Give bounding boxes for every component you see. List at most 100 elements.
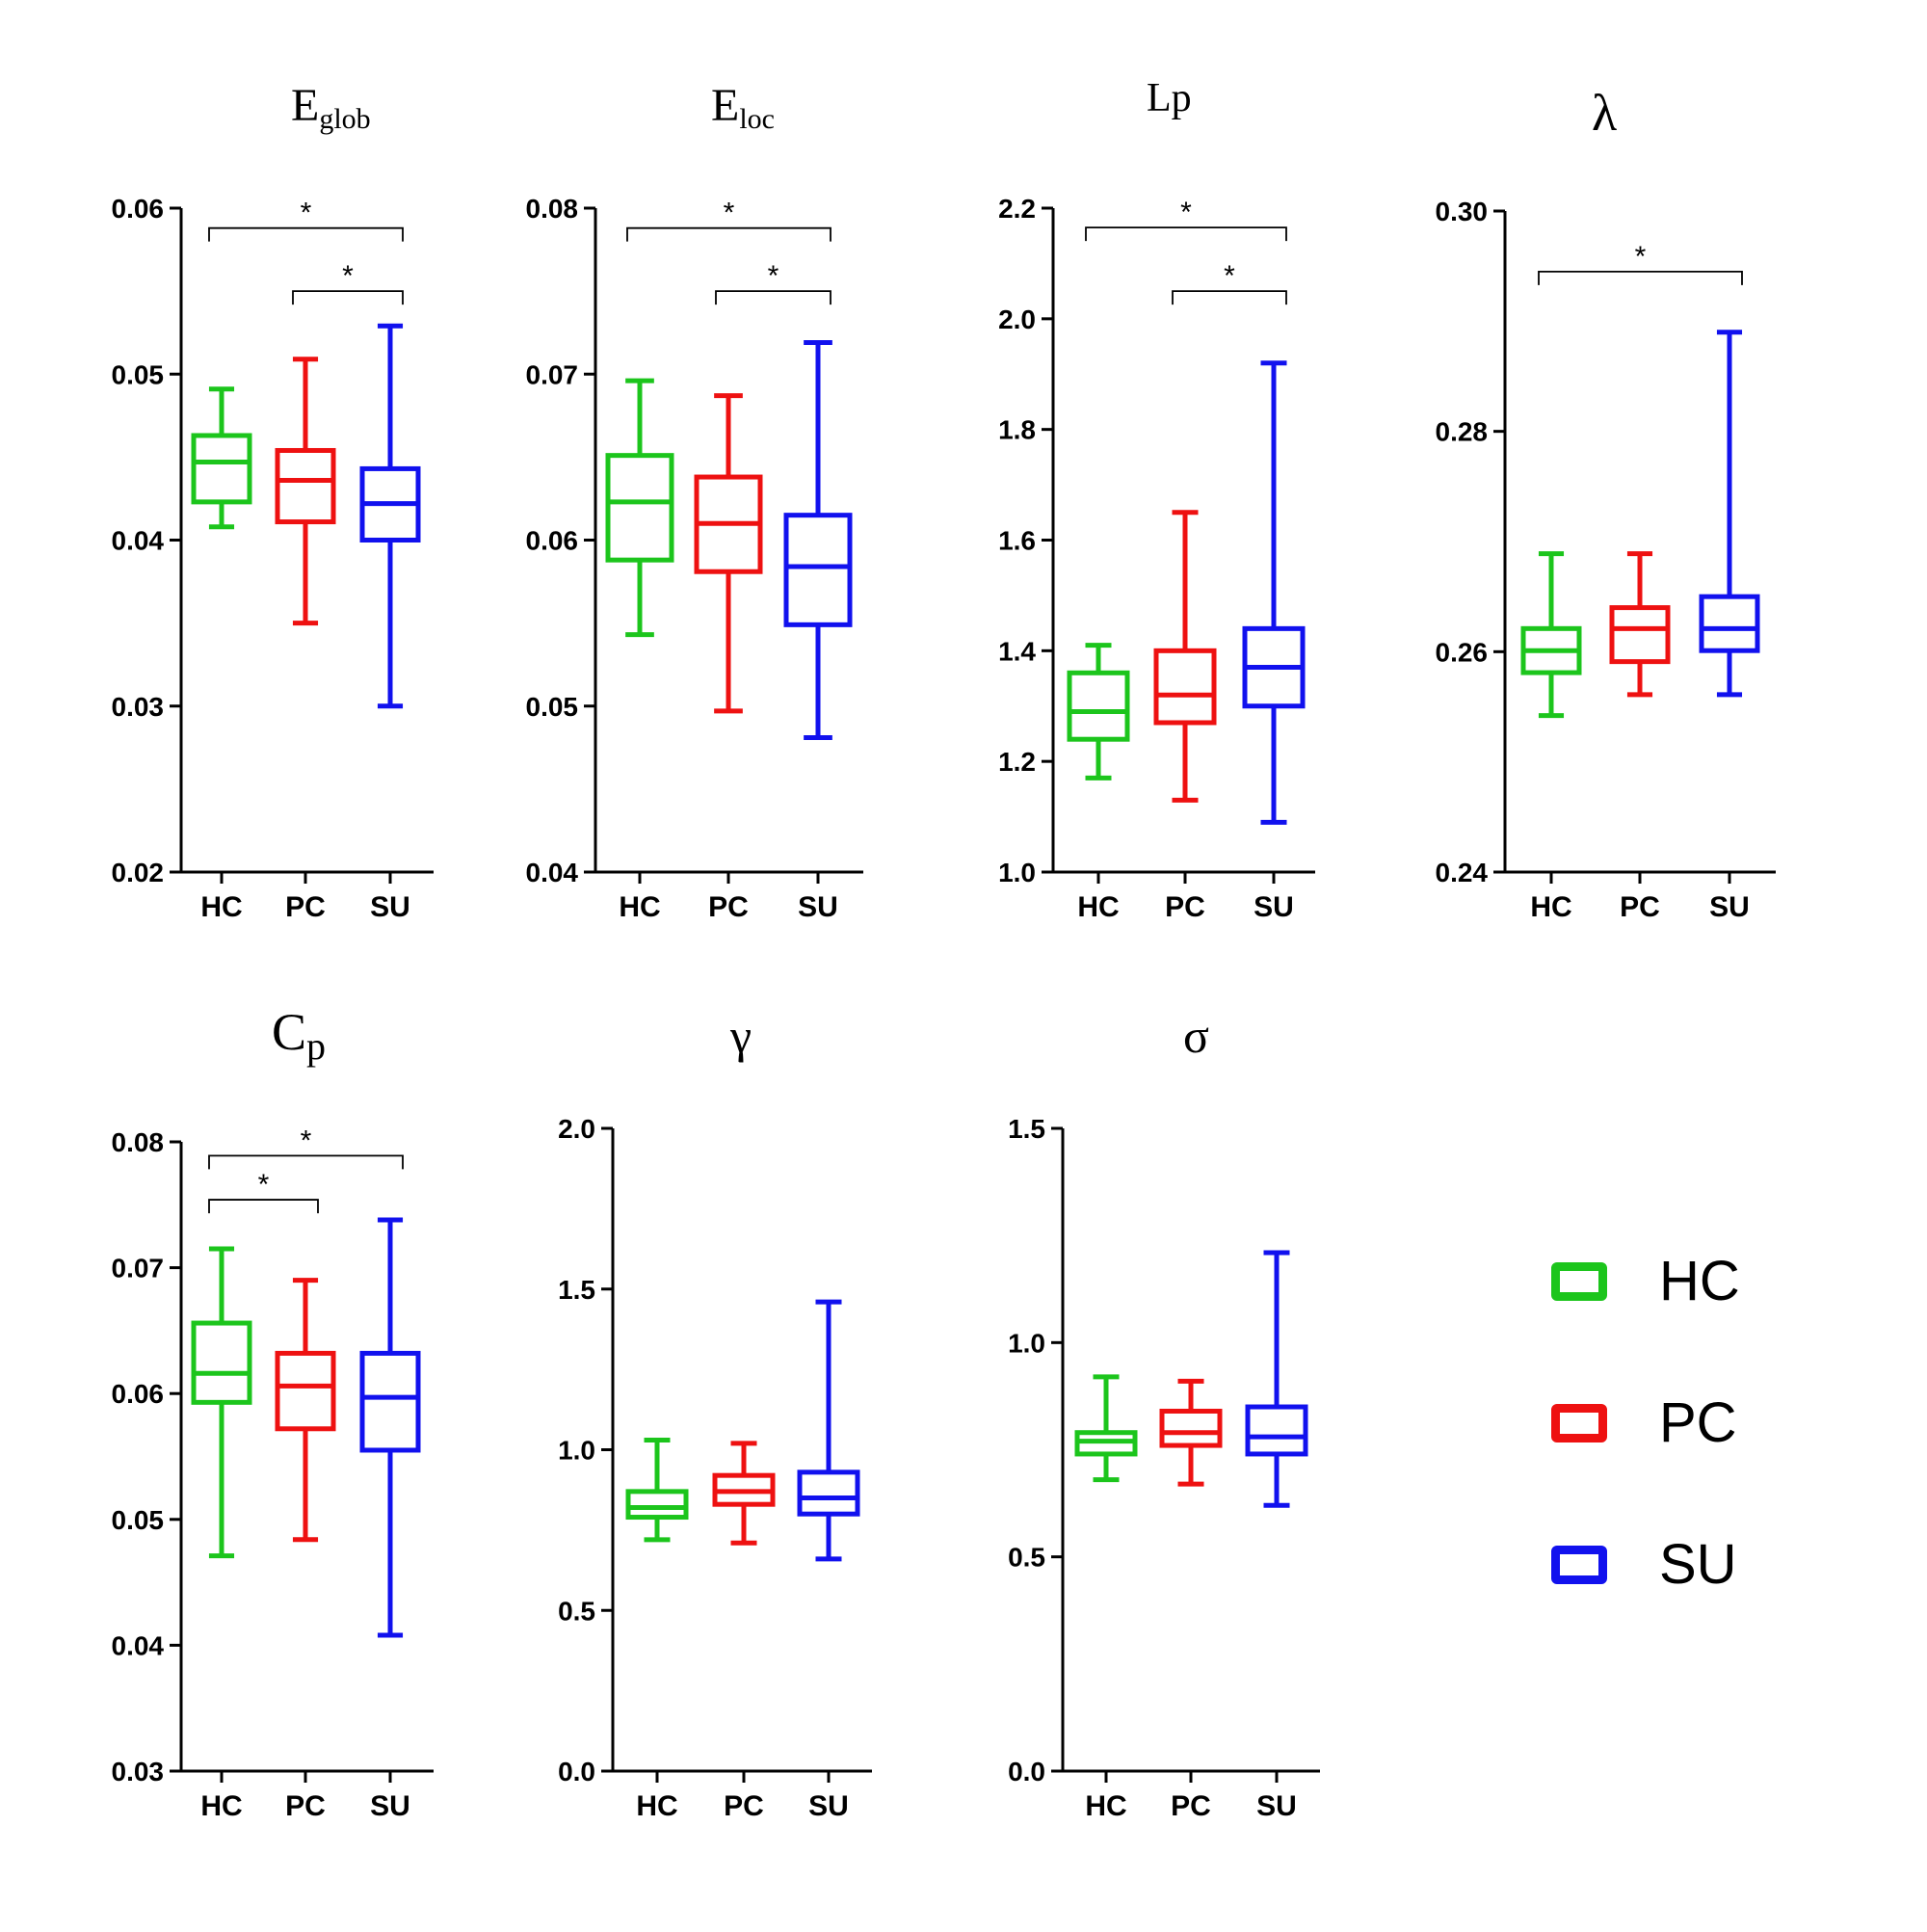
significance-star: * (724, 198, 735, 229)
x-tick-label: PC (1620, 891, 1660, 923)
y-tick-label: 1.4 (998, 636, 1036, 666)
panel-title-sub: loc (739, 103, 775, 135)
bracket-line (1538, 270, 1743, 285)
x-tick-label: HC (1530, 891, 1571, 923)
y-tick-label: 1.5 (558, 1275, 595, 1305)
y-tick-label: 0.06 (112, 1379, 165, 1409)
y-tick-label: 2.0 (558, 1114, 595, 1144)
plot-lambda: 0.24 0.26 0.28 0.30 HC PC SU * (1436, 197, 1776, 923)
bracket-line (715, 290, 832, 305)
significance-bracket: * (1538, 241, 1743, 285)
bracket-line (626, 226, 832, 242)
x-tick-label: HC (1085, 1790, 1126, 1822)
bracket-line (208, 1154, 404, 1170)
y-tick-label: 0.24 (1436, 858, 1489, 887)
x-tick-label: SU (1256, 1790, 1297, 1822)
bracket-line (292, 290, 404, 305)
y-tick-label: 2.0 (998, 304, 1036, 334)
significance-star: * (258, 1169, 270, 1201)
significance-bracket: * (292, 260, 404, 305)
box-iqr (1609, 605, 1671, 665)
significance-bracket: * (1085, 197, 1287, 242)
x-tick-label: PC (724, 1790, 764, 1822)
significance-bracket: * (208, 1125, 404, 1170)
plot-gamma: 0.0 0.5 1.0 1.5 2.0 HC PC SU (558, 1114, 872, 1822)
box-su (797, 1299, 860, 1562)
legend-swatch-pc (1551, 1404, 1607, 1442)
y-tick-label: 0.02 (112, 858, 165, 887)
legend-label-pc: PC (1659, 1391, 1737, 1454)
box-pc (1159, 1378, 1223, 1487)
plot-cp: 0.03 0.04 0.05 0.06 0.07 0.08 HC PC SU * * (112, 1125, 434, 1822)
legend-item-hc: HC (1551, 1243, 1840, 1385)
panel-title-main: γ (730, 1009, 752, 1063)
bracket-line (1085, 226, 1287, 242)
legend-item-su: SU (1551, 1526, 1840, 1668)
x-tick-label: SU (808, 1790, 849, 1822)
y-tick-label: 1.2 (998, 747, 1036, 777)
plot-sigma: 0.0 0.5 1.0 1.5 HC PC SU (1008, 1114, 1320, 1822)
y-tick-label: 2.2 (998, 194, 1036, 224)
significance-star: * (301, 198, 312, 229)
x-tick-label: HC (200, 891, 242, 923)
legend: HC PC SU (1551, 1243, 1840, 1668)
x-tick-label: PC (285, 1790, 326, 1822)
panel-title-main: E (711, 80, 740, 131)
box-hc (625, 1437, 689, 1543)
panel-title-sub: p (306, 1024, 327, 1068)
legend-swatch-hc (1551, 1262, 1607, 1301)
box-iqr (191, 433, 252, 505)
legend-label-hc: HC (1659, 1250, 1740, 1312)
y-tick-label: 0.28 (1436, 417, 1489, 447)
box-su (359, 323, 421, 709)
box-iqr (605, 453, 674, 563)
panel-title-main: C (272, 1003, 307, 1061)
y-tick-label: 0.08 (112, 1127, 165, 1157)
box-hc (191, 1246, 252, 1559)
box-pc (275, 1278, 336, 1543)
box-hc (1520, 551, 1582, 719)
significance-bracket: * (715, 260, 832, 305)
significance-star: * (1180, 197, 1192, 228)
y-tick-label: 0.26 (1436, 637, 1489, 667)
panel-title-gamma: γ (730, 1008, 752, 1064)
plot-eglob: 0.02 0.03 0.04 0.05 0.06 HC PC SU * * (112, 194, 434, 923)
panel-title-cp: Cp (272, 1002, 326, 1069)
box-su (1242, 360, 1306, 825)
x-tick-label: PC (1171, 1790, 1211, 1822)
bracket-line (1172, 290, 1287, 305)
y-tick-label: 1.0 (998, 858, 1036, 887)
box-pc (275, 357, 336, 626)
x-tick-label: PC (1165, 891, 1205, 923)
legend-label-su: SU (1659, 1533, 1737, 1596)
x-tick-label: HC (200, 1790, 242, 1822)
y-tick-label: 1.8 (998, 415, 1036, 445)
y-tick-label: 0.05 (526, 692, 579, 722)
y-tick-label: 0.06 (526, 526, 579, 556)
box-hc (1067, 643, 1130, 781)
y-tick-label: 1.0 (558, 1436, 595, 1466)
y-tick-label: 0.0 (1008, 1757, 1045, 1786)
box-iqr (797, 1469, 860, 1517)
box-iqr (783, 513, 853, 627)
significance-star: * (342, 260, 354, 292)
legend-swatch-su (1551, 1546, 1607, 1584)
x-tick-label: HC (636, 1790, 677, 1822)
panel-title-main: λ (1592, 84, 1618, 142)
bracket-line (208, 1199, 319, 1214)
y-tick-label: 0.5 (558, 1596, 595, 1626)
significance-star: * (1635, 241, 1647, 273)
significance-bracket: * (1172, 260, 1287, 305)
panel-title-main: E (291, 80, 320, 131)
y-tick-label: 0.03 (112, 692, 165, 722)
box-iqr (275, 447, 336, 525)
y-tick-label: 0.5 (1008, 1543, 1045, 1573)
box-iqr (191, 1320, 252, 1405)
box-su (1245, 1250, 1308, 1508)
y-tick-label: 0.0 (558, 1757, 595, 1786)
box-iqr (1159, 1408, 1223, 1448)
x-tick-label: PC (708, 891, 749, 923)
box-hc (1074, 1374, 1138, 1483)
